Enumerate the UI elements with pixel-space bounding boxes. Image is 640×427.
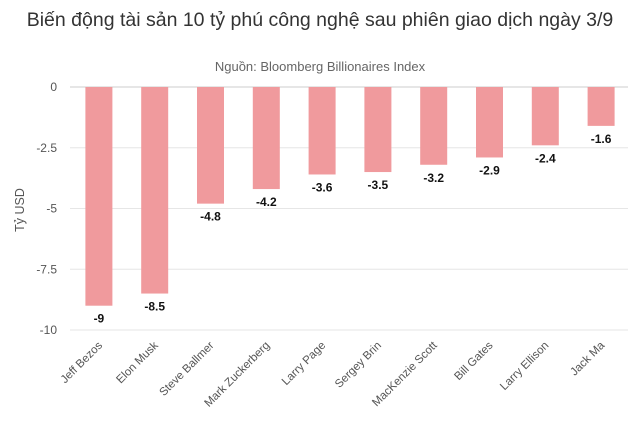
data-label: -8.5: [144, 300, 165, 314]
category-label: Elon Musk: [114, 339, 161, 386]
y-tick-label: 0: [50, 80, 57, 94]
chart-subtitle: Nguồn: Bloomberg Billionaires Index: [214, 59, 426, 74]
category-label: Larry Ellison: [498, 340, 551, 393]
chart-title: Biến động tài sản 10 tỷ phú công nghệ sa…: [26, 9, 614, 31]
y-tick-labels: 0 -2.5 -5 -7.5 -10: [36, 80, 57, 337]
bar: [587, 87, 615, 126]
y-axis-label: Tỷ USD: [13, 188, 27, 232]
bar: [420, 87, 448, 165]
bar: [531, 87, 559, 146]
bar: [197, 87, 224, 204]
bar: [252, 87, 280, 190]
data-label: -4.2: [256, 195, 277, 209]
data-label: -2.4: [535, 151, 556, 165]
bar: [476, 87, 503, 158]
bars: [85, 87, 615, 306]
bar: [364, 87, 392, 173]
data-label: -2.9: [479, 163, 500, 177]
category-label: Jeff Bezos: [59, 339, 105, 385]
data-label: -3.2: [423, 171, 444, 185]
data-label: -9: [94, 312, 105, 326]
y-tick-label: -5: [46, 202, 57, 216]
data-labels: -9 -8.5 -4.8 -4.2 -3.6 -3.5 -3.2 -2.9 -2.4 -1.6: [94, 132, 612, 326]
category-label: Jack Ma: [568, 339, 607, 378]
data-label: -4.8: [200, 210, 221, 224]
bar: [141, 87, 169, 294]
category-label: Larry Page: [280, 340, 328, 388]
y-tick-label: -7.5: [36, 262, 57, 276]
y-tick-label: -10: [40, 323, 58, 337]
data-label: -3.5: [368, 178, 389, 192]
category-label: Bill Gates: [452, 339, 495, 382]
category-label: Steve Ballmer: [158, 340, 217, 399]
data-label: -1.6: [591, 132, 612, 146]
category-label: Sergey Brin: [333, 340, 384, 391]
data-label: -3.6: [312, 180, 333, 194]
y-tick-label: -2.5: [36, 141, 57, 155]
bar: [308, 87, 336, 175]
bar: [85, 87, 113, 306]
